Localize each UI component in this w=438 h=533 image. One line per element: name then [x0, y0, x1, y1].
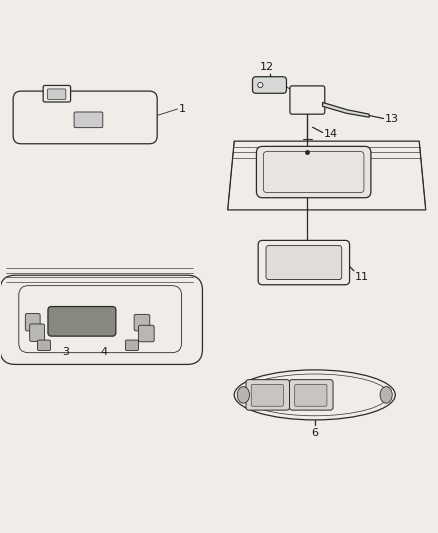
Polygon shape [228, 141, 426, 210]
FancyBboxPatch shape [74, 112, 103, 128]
FancyBboxPatch shape [0, 275, 202, 365]
FancyBboxPatch shape [290, 379, 333, 410]
FancyBboxPatch shape [25, 313, 40, 331]
Circle shape [258, 83, 263, 87]
FancyBboxPatch shape [47, 89, 66, 99]
Text: 11: 11 [355, 272, 369, 282]
Polygon shape [322, 102, 369, 117]
FancyBboxPatch shape [246, 379, 290, 410]
FancyBboxPatch shape [43, 85, 71, 102]
Text: 1: 1 [179, 104, 186, 114]
FancyBboxPatch shape [295, 384, 327, 406]
FancyBboxPatch shape [258, 240, 350, 285]
Ellipse shape [241, 374, 389, 416]
Text: 13: 13 [385, 114, 399, 124]
Ellipse shape [234, 370, 395, 420]
FancyBboxPatch shape [266, 246, 342, 279]
FancyBboxPatch shape [263, 151, 364, 192]
Text: 4: 4 [101, 348, 108, 358]
FancyBboxPatch shape [134, 314, 150, 331]
Text: 12: 12 [260, 62, 274, 72]
FancyBboxPatch shape [38, 340, 50, 351]
FancyBboxPatch shape [19, 286, 182, 353]
FancyBboxPatch shape [256, 147, 371, 198]
Text: 3: 3 [62, 346, 69, 357]
FancyBboxPatch shape [138, 325, 154, 342]
Ellipse shape [380, 386, 392, 403]
FancyBboxPatch shape [290, 86, 325, 114]
FancyBboxPatch shape [30, 324, 45, 341]
Text: 14: 14 [323, 129, 338, 139]
FancyBboxPatch shape [48, 306, 116, 336]
FancyBboxPatch shape [13, 91, 157, 144]
FancyBboxPatch shape [125, 340, 138, 351]
FancyBboxPatch shape [253, 77, 286, 93]
Ellipse shape [237, 386, 250, 403]
Text: 6: 6 [311, 427, 318, 438]
FancyBboxPatch shape [251, 384, 283, 406]
